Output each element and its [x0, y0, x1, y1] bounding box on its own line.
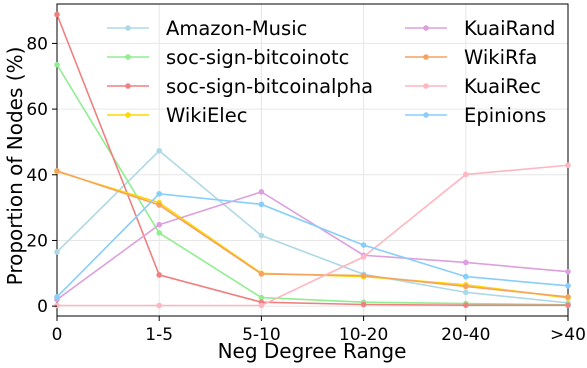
- legend-marker: [423, 54, 429, 60]
- x-axis-label: Neg Degree Range: [218, 339, 407, 363]
- legend-entry: Amazon-Music: [107, 17, 307, 40]
- y-tick-label: 0: [37, 297, 48, 317]
- series-kuairand: [54, 189, 571, 303]
- data-point: [156, 230, 162, 236]
- data-point: [54, 249, 60, 255]
- y-tick-label: 80: [26, 34, 48, 54]
- series-soc-sign-bitcoinotc: [54, 61, 571, 308]
- data-point: [463, 273, 469, 280]
- series-lines: [54, 11, 571, 309]
- legend-entry: KuaiRec: [405, 75, 541, 98]
- data-point: [258, 294, 265, 301]
- x-tick-label: 20-40: [441, 325, 490, 345]
- data-point: [360, 272, 367, 279]
- data-point: [565, 302, 571, 308]
- data-point: [54, 294, 60, 300]
- x-axis-ticks: 0 1-5 5-10 10-20 20-40 >40: [52, 316, 586, 345]
- data-point: [463, 289, 469, 296]
- data-point: [463, 302, 469, 308]
- series-line: [57, 164, 569, 307]
- y-tick-label: 40: [26, 166, 48, 186]
- legend-label: KuaiRec: [464, 75, 541, 98]
- legend-entry: WikiRfa: [405, 46, 537, 69]
- y-tick-label: 60: [26, 100, 48, 120]
- x-tick-label: 0: [52, 325, 63, 345]
- series-line: [56, 14, 568, 306]
- data-point: [156, 272, 162, 278]
- x-tick-label: 5-10: [242, 325, 281, 345]
- data-point: [156, 302, 162, 309]
- data-point: [258, 232, 265, 239]
- y-axis-label: Proportion of Nodes (%): [3, 47, 27, 286]
- data-point: [360, 242, 367, 248]
- legend-marker: [125, 83, 131, 89]
- axes: [56, 3, 569, 317]
- legend-entry: WikiElec: [107, 104, 247, 127]
- data-point: [156, 191, 162, 197]
- legend-label: KuaiRand: [464, 17, 555, 40]
- legend-entry: soc-sign-bitcoinotc: [107, 46, 349, 69]
- data-point: [565, 268, 571, 275]
- data-point: [258, 189, 265, 195]
- legend: Amazon-Music soc-sign-bitcoinotc soc-sign-…: [107, 17, 555, 127]
- series-line: [56, 149, 569, 304]
- data-point: [463, 283, 469, 290]
- data-point: [565, 162, 571, 169]
- series-kuairec: [54, 162, 571, 309]
- legend-label: Epinions: [464, 104, 546, 127]
- series-line: [56, 192, 569, 298]
- legend-entry: soc-sign-bitcoinalpha: [107, 75, 373, 98]
- data-point: [360, 301, 367, 308]
- legend-marker: [125, 25, 131, 31]
- legend-entry: Epinions: [405, 104, 546, 127]
- data-point: [258, 302, 265, 309]
- legend-marker: [125, 112, 131, 118]
- data-point: [54, 302, 60, 309]
- legend-marker: [125, 54, 131, 60]
- series-line: [56, 64, 569, 306]
- series-epinions: [54, 191, 571, 300]
- data-point: [258, 201, 265, 208]
- legend-marker: [423, 112, 429, 118]
- data-point: [565, 282, 571, 289]
- data-point: [463, 259, 469, 266]
- data-point: [156, 202, 162, 208]
- y-tick-label: 20: [26, 231, 48, 251]
- y-axis-ticks: 0 20 40 60 80: [26, 34, 57, 317]
- legend-label: soc-sign-bitcoinotc: [166, 46, 349, 69]
- x-tick-label: 1-5: [145, 325, 173, 345]
- legend-marker: [423, 25, 429, 31]
- data-point: [54, 11, 60, 18]
- series-line: [56, 170, 569, 298]
- data-point: [54, 168, 60, 174]
- data-point: [463, 171, 469, 178]
- x-tick-label: 10-20: [339, 325, 388, 345]
- legend-marker: [423, 83, 429, 89]
- legend-label: WikiRfa: [464, 46, 537, 69]
- data-point: [360, 254, 367, 260]
- x-tick-label: >40: [550, 325, 586, 345]
- series-wikirfa: [54, 168, 571, 300]
- data-point: [54, 61, 60, 68]
- plot-frame: [56, 3, 569, 317]
- legend-label: soc-sign-bitcoinalpha: [166, 75, 373, 98]
- legend-entry: KuaiRand: [405, 17, 555, 40]
- data-point: [258, 271, 265, 277]
- data-point: [565, 294, 571, 300]
- data-point: [156, 221, 162, 228]
- legend-label: Amazon-Music: [166, 17, 307, 40]
- series-soc-sign-bitcoinalpha: [54, 11, 571, 308]
- data-point: [156, 148, 162, 154]
- legend-label: WikiElec: [166, 104, 247, 127]
- series-line: [56, 190, 569, 301]
